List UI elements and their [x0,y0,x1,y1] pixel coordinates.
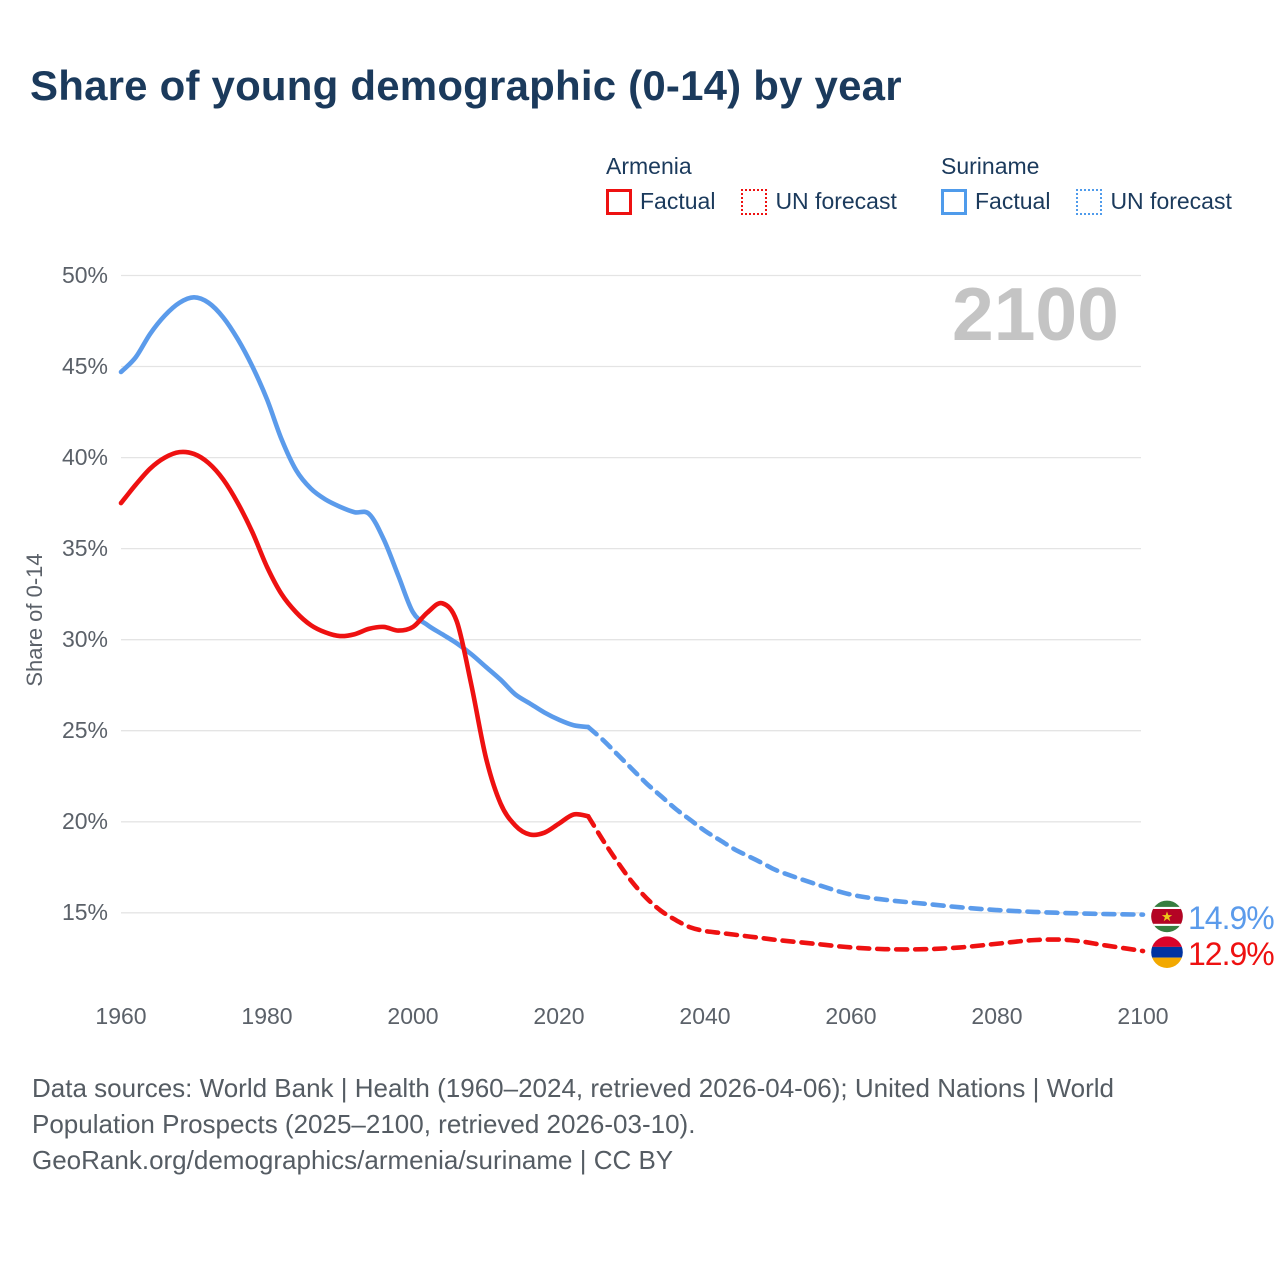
svg-text:45%: 45% [62,353,108,379]
svg-text:15%: 15% [62,899,108,925]
svg-text:35%: 35% [62,535,108,561]
svg-text:1980: 1980 [241,1003,292,1029]
svg-text:2000: 2000 [387,1003,438,1029]
svg-text:20%: 20% [62,808,108,834]
svg-text:2080: 2080 [971,1003,1022,1029]
svg-text:Share of 0-14: Share of 0-14 [22,553,47,686]
svg-text:30%: 30% [62,626,108,652]
svg-text:50%: 50% [62,262,108,288]
svg-text:2060: 2060 [825,1003,876,1029]
svg-text:2040: 2040 [679,1003,730,1029]
svg-text:2020: 2020 [533,1003,584,1029]
svg-text:1960: 1960 [95,1003,146,1029]
svg-text:25%: 25% [62,717,108,743]
svg-text:40%: 40% [62,444,108,470]
svg-text:2100: 2100 [1117,1003,1168,1029]
